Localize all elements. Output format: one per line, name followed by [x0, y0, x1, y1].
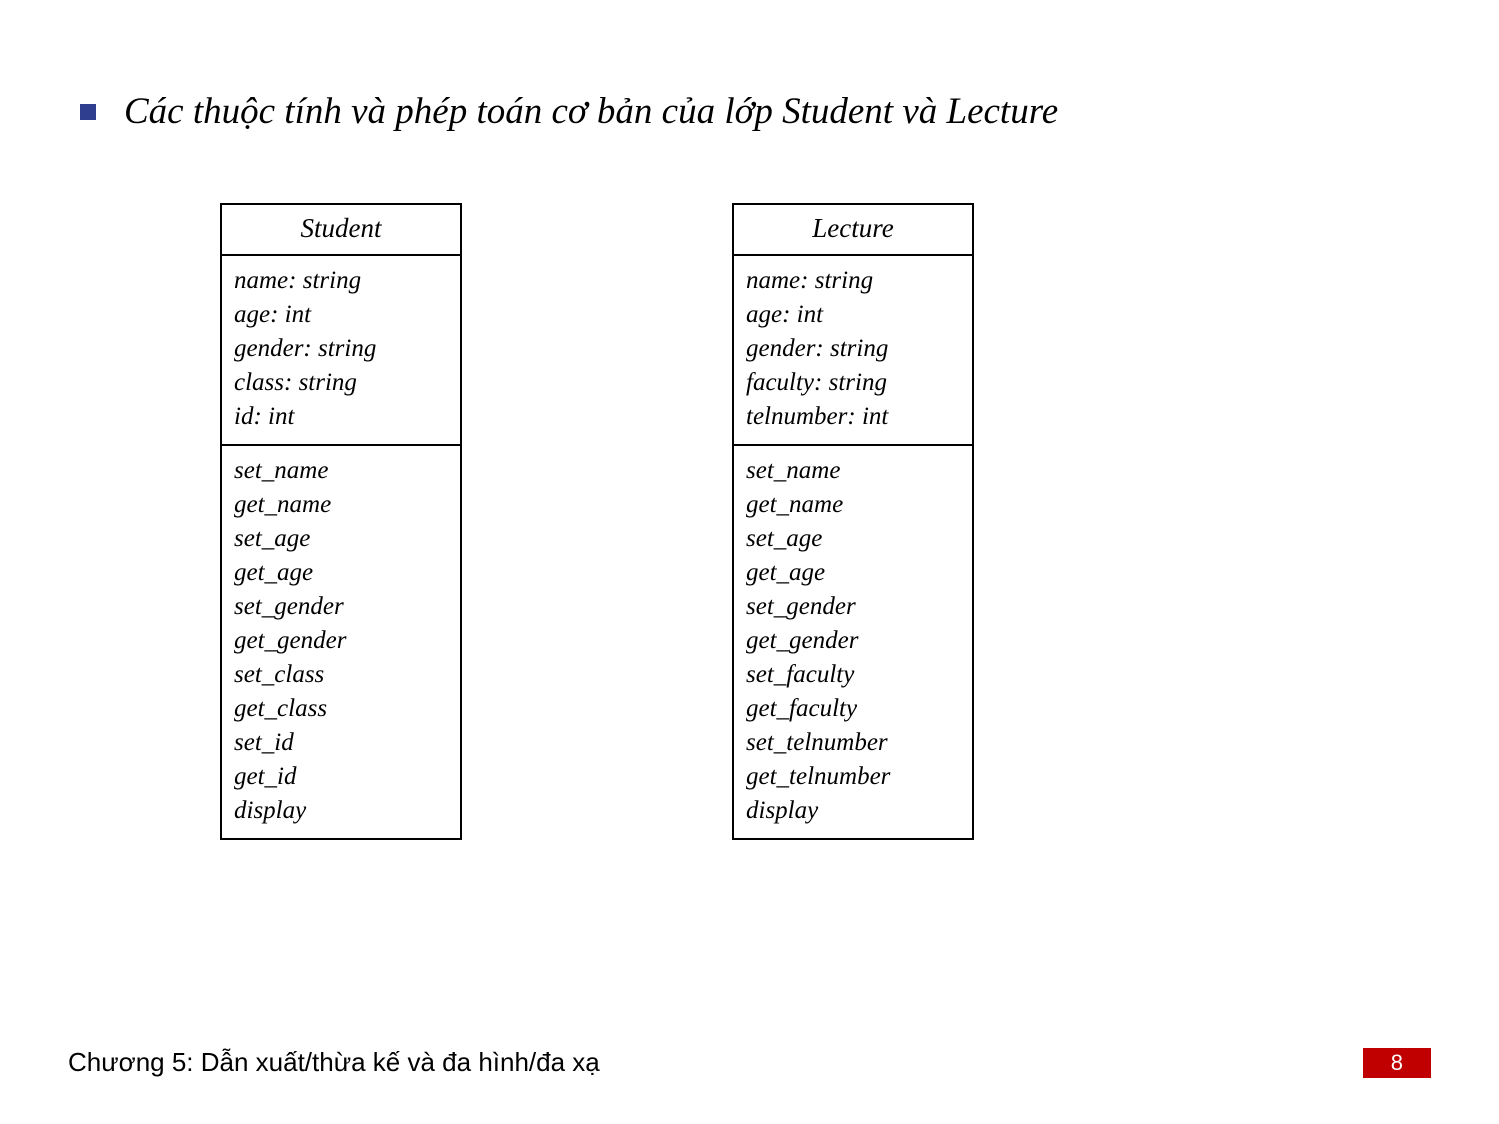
class-method: set_name — [234, 454, 448, 488]
class-attribute: telnumber: int — [746, 400, 960, 434]
class-method: set_gender — [234, 590, 448, 624]
class-attribute: gender: string — [746, 332, 960, 366]
class-attribute: age: int — [746, 298, 960, 332]
class-attribute: name: string — [234, 264, 448, 298]
class-method: get_gender — [746, 624, 960, 658]
class-method: get_gender — [234, 624, 448, 658]
class-attributes: name: string age: int gender: string cla… — [222, 256, 460, 446]
slide-footer: Chương 5: Dẫn xuất/thừa kế và đa hình/đa… — [68, 1047, 1431, 1078]
class-method: set_id — [234, 726, 448, 760]
class-method: get_age — [234, 556, 448, 590]
class-attribute: name: string — [746, 264, 960, 298]
class-methods: set_name get_name set_age get_age set_ge… — [734, 446, 972, 838]
class-method: get_name — [234, 488, 448, 522]
page-number-badge: 8 — [1363, 1048, 1431, 1078]
bullet-square-icon — [80, 104, 96, 120]
class-attributes: name: string age: int gender: string fac… — [734, 256, 972, 446]
class-diagrams: Student name: string age: int gender: st… — [220, 203, 1419, 840]
class-attribute: id: int — [234, 400, 448, 434]
class-method: get_id — [234, 760, 448, 794]
class-title: Student — [222, 205, 460, 256]
class-method: set_name — [746, 454, 960, 488]
class-method: get_age — [746, 556, 960, 590]
class-method: set_age — [234, 522, 448, 556]
class-title: Lecture — [734, 205, 972, 256]
chapter-label: Chương 5: Dẫn xuất/thừa kế và đa hình/đa… — [68, 1047, 600, 1078]
class-method: get_name — [746, 488, 960, 522]
class-attribute: faculty: string — [746, 366, 960, 400]
heading-row: Các thuộc tính và phép toán cơ bản của l… — [80, 88, 1419, 135]
class-method: set_class — [234, 658, 448, 692]
class-method: get_faculty — [746, 692, 960, 726]
class-attribute: gender: string — [234, 332, 448, 366]
class-method: set_gender — [746, 590, 960, 624]
class-method: set_telnumber — [746, 726, 960, 760]
class-method: set_age — [746, 522, 960, 556]
class-method: get_telnumber — [746, 760, 960, 794]
class-box-lecture: Lecture name: string age: int gender: st… — [732, 203, 974, 840]
slide-heading: Các thuộc tính và phép toán cơ bản của l… — [124, 88, 1058, 135]
class-attribute: age: int — [234, 298, 448, 332]
class-method: display — [234, 794, 448, 828]
class-method: get_class — [234, 692, 448, 726]
class-attribute: class: string — [234, 366, 448, 400]
class-methods: set_name get_name set_age get_age set_ge… — [222, 446, 460, 838]
class-method: set_faculty — [746, 658, 960, 692]
class-box-student: Student name: string age: int gender: st… — [220, 203, 462, 840]
class-method: display — [746, 794, 960, 828]
